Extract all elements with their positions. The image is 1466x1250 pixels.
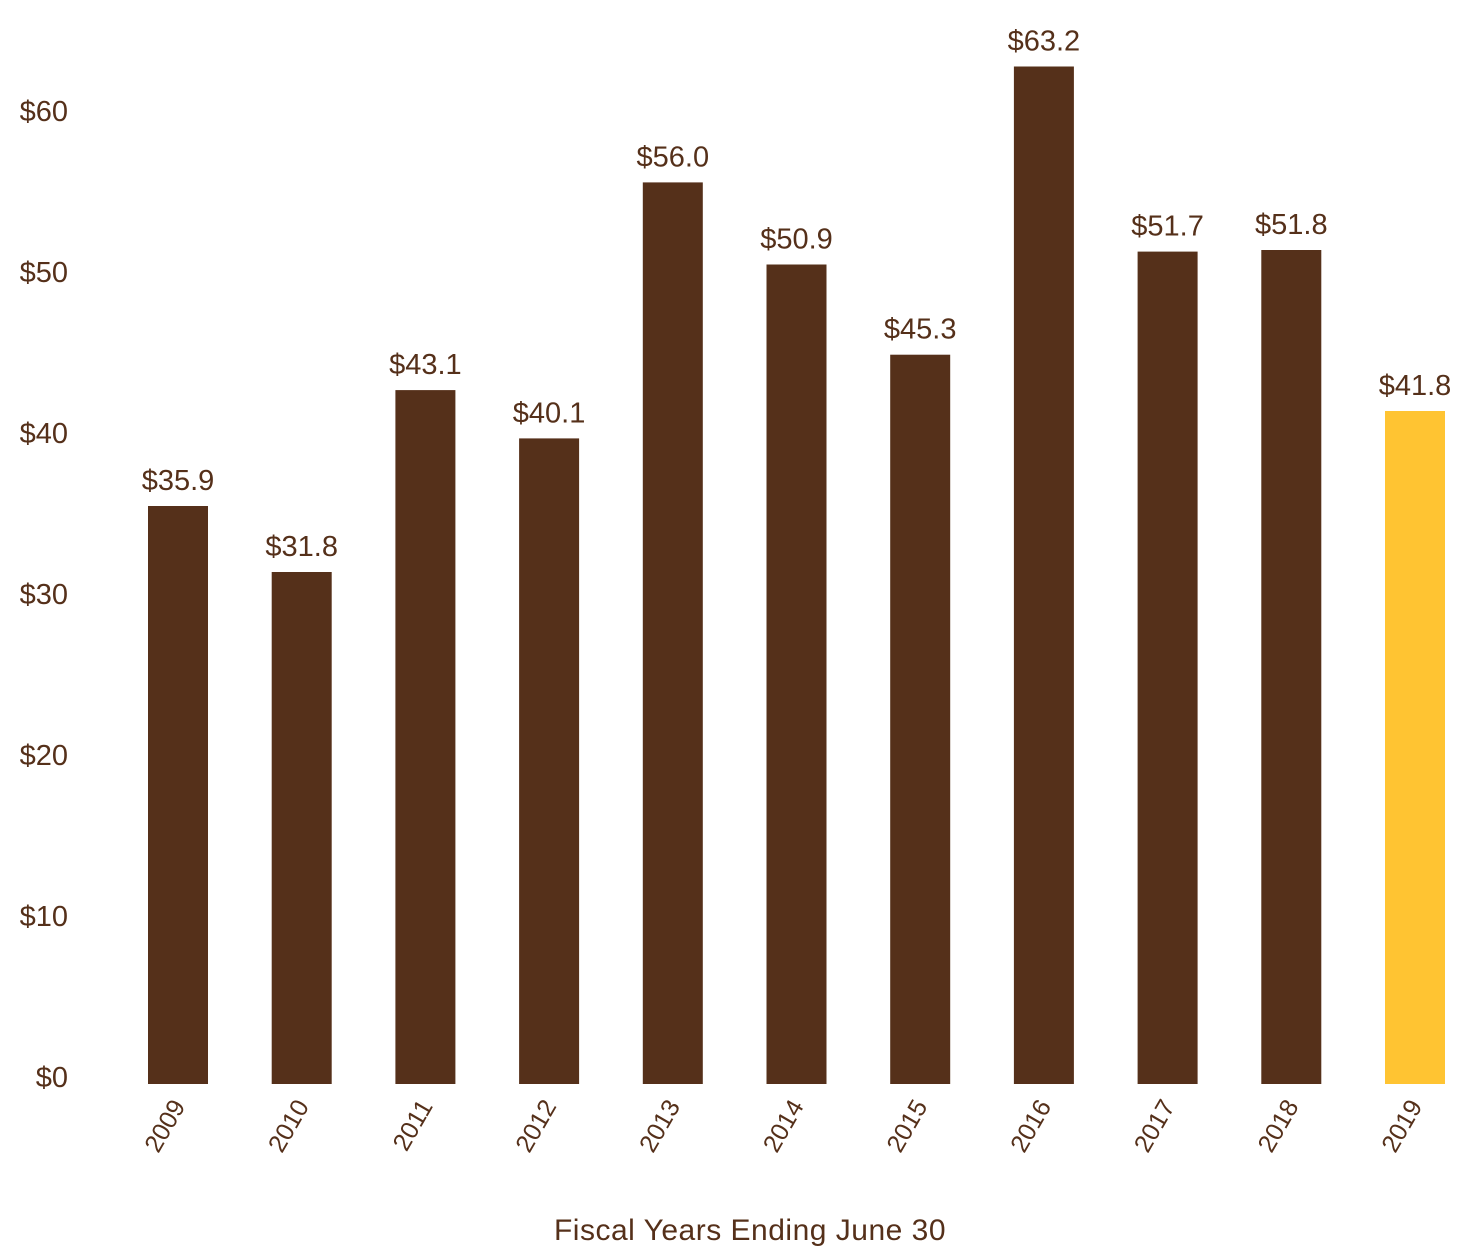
bar-2014 [766,264,827,1084]
value-labels: $35.9 $31.8 $43.1 $40.1 $56.0 $50.9 $45.3 $63.2… [142,26,1452,564]
y-tick-label: $40 [20,418,68,450]
x-tick-label-2017: 2017 [1129,1095,1181,1157]
bar-2013 [642,182,703,1084]
bar-2019 [1385,411,1445,1084]
value-label-2009: $35.9 [142,465,215,497]
x-tick-label-2010: 2010 [263,1095,315,1157]
bar-2009 [148,506,208,1084]
value-label-2010: $31.8 [265,531,338,563]
x-tick-label-2011: 2011 [387,1095,438,1156]
x-tick-label-2015: 2015 [881,1095,933,1157]
value-label-2018: $51.8 [1255,209,1328,241]
y-tick-label: $30 [20,579,68,611]
bar-2018 [1261,250,1322,1084]
y-tick-label: $10 [20,901,68,933]
y-tick-label: $20 [20,740,68,772]
bar-2016 [1013,66,1074,1084]
bar-2011 [395,390,456,1085]
x-tick-label-2009: 2009 [139,1095,191,1157]
value-label-2014: $50.9 [760,224,833,256]
y-tick-label: $50 [20,257,68,289]
value-label-2013: $56.0 [637,141,710,173]
value-label-2017: $51.7 [1131,211,1204,243]
y-axis-ticks: $0 $10 $20 $30 $40 $50 $60 [20,96,68,1094]
bar-2010 [271,572,332,1084]
x-tick-label-2012: 2012 [510,1095,562,1157]
value-label-2011: $43.1 [389,349,462,381]
value-label-2019: $41.8 [1379,370,1452,402]
x-axis-title: Fiscal Years Ending June 30 [554,1214,946,1247]
x-tick-label-2019: 2019 [1376,1095,1428,1157]
bar-2017 [1137,251,1198,1085]
value-label-2012: $40.1 [513,397,586,429]
bar-2012 [519,438,580,1084]
x-tick-label-2016: 2016 [1005,1095,1057,1157]
bars [148,66,1445,1085]
x-tick-label-2014: 2014 [758,1095,810,1157]
value-label-2016: $63.2 [1008,26,1081,58]
value-label-2015: $45.3 [884,314,957,346]
bar-2015 [890,354,951,1084]
y-tick-label: $0 [36,1062,68,1094]
x-tick-label-2018: 2018 [1252,1095,1304,1157]
x-axis-labels: 2009 2010 2011 2012 2013 2014 2015 2016 2017 2018… [139,1095,1428,1157]
x-tick-label-2013: 2013 [634,1095,686,1157]
y-tick-label: $60 [20,96,68,128]
